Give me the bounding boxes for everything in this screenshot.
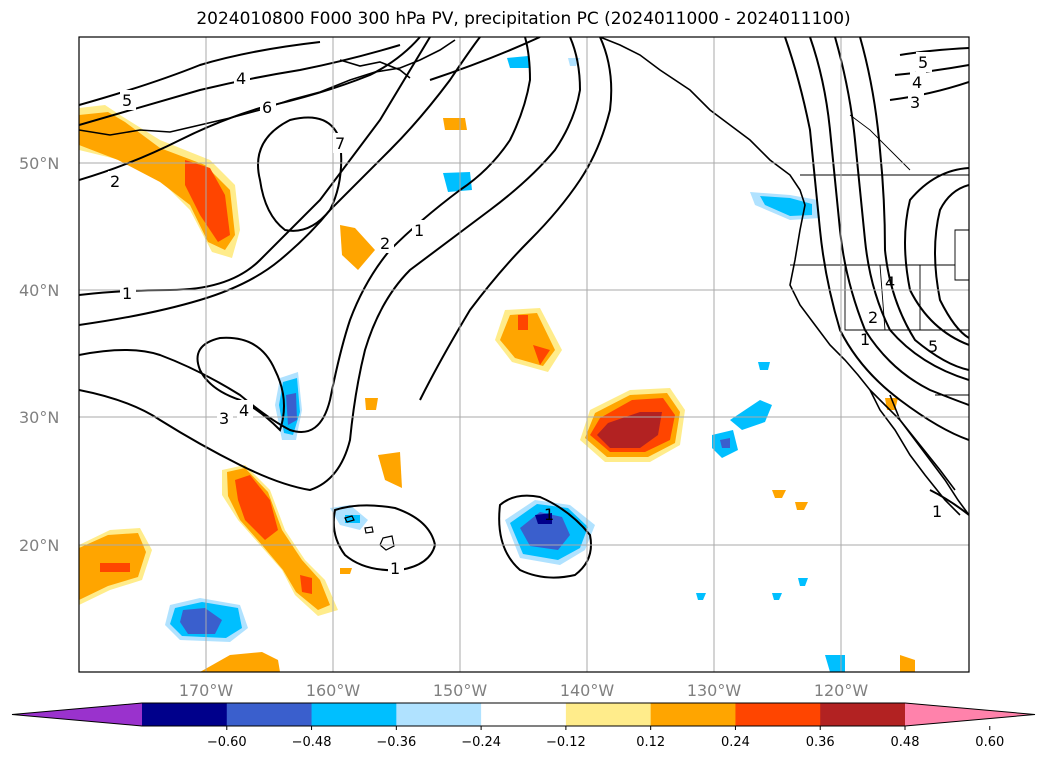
pv-contour-labels: 4 5 6 2 1 7 2 1 3 4 1 1 5 4	[108, 52, 942, 578]
colorbar-swatch	[565, 703, 652, 726]
contour-label-1-se-corner: 1	[932, 502, 942, 521]
colorbar-tick-label: 0.48	[891, 735, 920, 750]
gridlines	[79, 37, 969, 672]
colorbar-swatch	[820, 703, 906, 726]
colorbar-swatch	[142, 703, 228, 726]
contour-label-2-e: 2	[868, 308, 878, 327]
contour-label-4-e: 4	[885, 273, 895, 292]
lon-label-150w: 150°W	[433, 681, 488, 700]
lat-label-50n: 50°N	[19, 154, 59, 173]
contour-label-1-hawaii: 1	[390, 559, 400, 578]
map-frame	[78, 36, 970, 673]
contour-label-2-c: 2	[380, 234, 390, 253]
contour-label-1-w: 1	[122, 284, 132, 303]
contour-label-3: 3	[219, 409, 229, 428]
lon-label-130w: 130°W	[687, 681, 742, 700]
precip-shading	[79, 56, 915, 672]
lon-label-120w: 120°W	[814, 681, 869, 700]
colorbar-tick-label: −0.60	[207, 735, 247, 750]
contour-label-4-ne: 4	[912, 73, 922, 92]
contour-label-1-c: 1	[414, 221, 424, 240]
colorbar-swatch	[650, 703, 736, 726]
colorbar-extend-high	[905, 703, 1035, 726]
colorbar-extend-low	[12, 703, 142, 726]
lat-label-40n: 40°N	[19, 281, 59, 300]
contour-label-1-se: 1	[544, 505, 554, 524]
contour-label-5-e: 5	[928, 337, 938, 356]
colorbar-tick-label: 0.24	[721, 735, 750, 750]
colorbar-outline	[11, 702, 1036, 727]
colorbar-tick-label: 0.36	[806, 735, 835, 750]
colorbar-swatch	[396, 703, 482, 726]
colorbar-tick-label: −0.36	[376, 735, 416, 750]
contour-label-4-nw: 4	[236, 69, 246, 88]
contour-label-7: 7	[335, 134, 345, 153]
colorbar: −0.60 −0.48 −0.36 −0.24 −0.12 0.12 0.24 0.36 0.4…	[11, 702, 1036, 750]
contour-label-3-ne: 3	[910, 93, 920, 112]
colorbar-tick-label: 0.60	[975, 735, 1004, 750]
colorbar-swatch	[311, 703, 397, 726]
colorbar-tick-label: −0.12	[546, 735, 586, 750]
contour-label-6-nw: 6	[262, 98, 272, 117]
lat-label-20n: 20°N	[19, 536, 59, 555]
colorbar-tick-label: −0.24	[461, 735, 501, 750]
colorbar-tick-label: 0.12	[636, 735, 665, 750]
colorbar-tick-label: −0.48	[292, 735, 332, 750]
contour-label-4-c: 4	[239, 401, 249, 420]
lon-label-170w: 170°W	[179, 681, 234, 700]
contour-label-5-ne: 5	[918, 53, 928, 72]
longitude-labels: 170°W 160°W 150°W 140°W 130°W 120°W	[179, 681, 869, 700]
map-title: 2024010800 F000 300 hPa PV, precipitatio…	[196, 9, 851, 29]
colorbar-swatch	[481, 703, 567, 726]
colorbar-swatch	[226, 703, 313, 726]
lat-label-30n: 30°N	[19, 408, 59, 427]
contour-label-5-nw: 5	[122, 91, 132, 110]
latitude-labels: 50°N 40°N 30°N 20°N	[19, 154, 59, 555]
hawaii-islands	[344, 515, 395, 551]
lon-label-140w: 140°W	[560, 681, 615, 700]
contour-label-2-w: 2	[110, 172, 120, 191]
colorbar-swatch	[735, 703, 821, 726]
lon-label-160w: 160°W	[306, 681, 361, 700]
contour-label-1-e: 1	[860, 330, 870, 349]
